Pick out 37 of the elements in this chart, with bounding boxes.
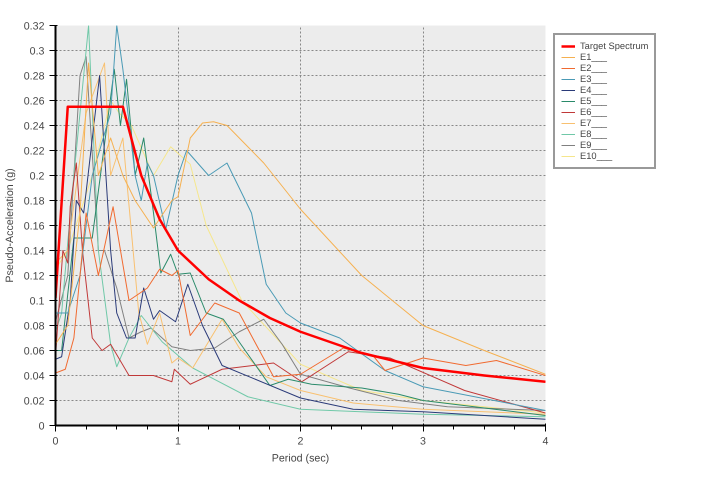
x-tick-label: 0	[52, 436, 59, 448]
y-tick-label: 0.1	[30, 296, 45, 308]
x-tick-label: 1	[175, 436, 182, 448]
y-tick-label: 0.06	[24, 346, 45, 358]
y-tick-label: 0.28	[24, 70, 45, 82]
y-tick-label: 0.02	[24, 396, 45, 408]
x-tick-label: 4	[542, 436, 549, 448]
y-tick-label: 0.04	[24, 370, 45, 382]
line-series	[56, 162, 546, 414]
legend-label: E7___	[580, 118, 607, 128]
legend-label: E8___	[580, 129, 607, 139]
y-tick-label: 0.14	[24, 246, 45, 258]
y-tick-label: 0.16	[24, 220, 45, 232]
y-tick-label: 0.32	[24, 20, 45, 32]
line-series	[56, 206, 546, 378]
y-tick-label: 0.12	[24, 270, 45, 282]
x-tick-label: 3	[420, 436, 426, 448]
y-tick-label: 0.24	[24, 120, 45, 132]
legend-label: E5___	[580, 96, 607, 106]
y-axis-title: Pseudo-Acceleration (g)	[4, 168, 16, 283]
legend-label: E1___	[580, 52, 607, 62]
y-tick-label: 0.3	[30, 46, 45, 58]
y-tick-label: 0	[38, 420, 45, 432]
legend-label: E4___	[580, 85, 607, 95]
x-tick-label: 2	[298, 436, 304, 448]
legend-label: Target Spectrum	[580, 41, 648, 51]
y-tick-label: 0.22	[24, 146, 45, 158]
y-tick-label: 0.18	[24, 196, 45, 208]
legend-label: E6___	[580, 107, 607, 117]
legend-label: E10___	[580, 151, 612, 161]
legend-label: E2___	[580, 63, 607, 73]
legend-label: E9___	[580, 140, 607, 150]
y-tick-label: 0.08	[24, 320, 45, 332]
y-tick-label: 0.2	[30, 170, 45, 182]
x-axis-title: Period (sec)	[272, 452, 330, 464]
legend-label: E3___	[580, 74, 607, 84]
y-tick-label: 0.26	[24, 96, 45, 108]
